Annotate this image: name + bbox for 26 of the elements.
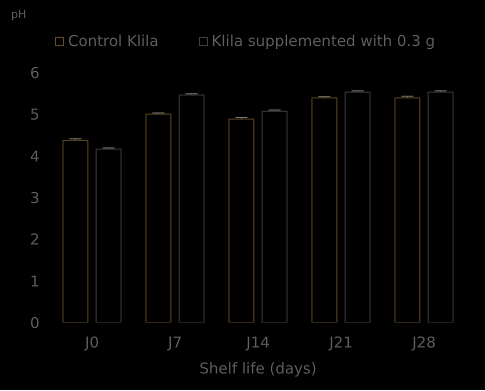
- y-tick-label: 0: [30, 314, 40, 332]
- bar: [145, 114, 172, 322]
- y-tick-label: 1: [30, 272, 40, 290]
- bar: [96, 148, 122, 322]
- bar: [178, 94, 205, 322]
- legend-label: Klila supplemented with 0.3 g: [210, 30, 436, 52]
- x-tick-label: J28: [411, 334, 436, 352]
- x-tick-label: J7: [167, 334, 182, 352]
- x-tick-label: J21: [328, 334, 353, 352]
- legend-label: Control Klila: [67, 30, 159, 52]
- bar: [62, 140, 88, 322]
- x-tick-label: J0: [84, 334, 99, 352]
- bar: [262, 110, 288, 322]
- y-tick-label: 4: [30, 147, 40, 166]
- y-tick-label: 3: [30, 189, 40, 207]
- y-tick-label: 6: [30, 64, 40, 82]
- bar: [428, 92, 454, 322]
- bar: [311, 97, 338, 322]
- x-tick-label: J14: [245, 334, 270, 352]
- y-axis-title: pH: [11, 7, 28, 23]
- bar: [344, 92, 371, 322]
- bar: [394, 97, 420, 322]
- x-axis-title: Shelf life (days): [199, 360, 317, 378]
- y-tick-label: 5: [30, 106, 40, 124]
- bar: [228, 118, 254, 322]
- y-tick-label: 2: [30, 230, 40, 249]
